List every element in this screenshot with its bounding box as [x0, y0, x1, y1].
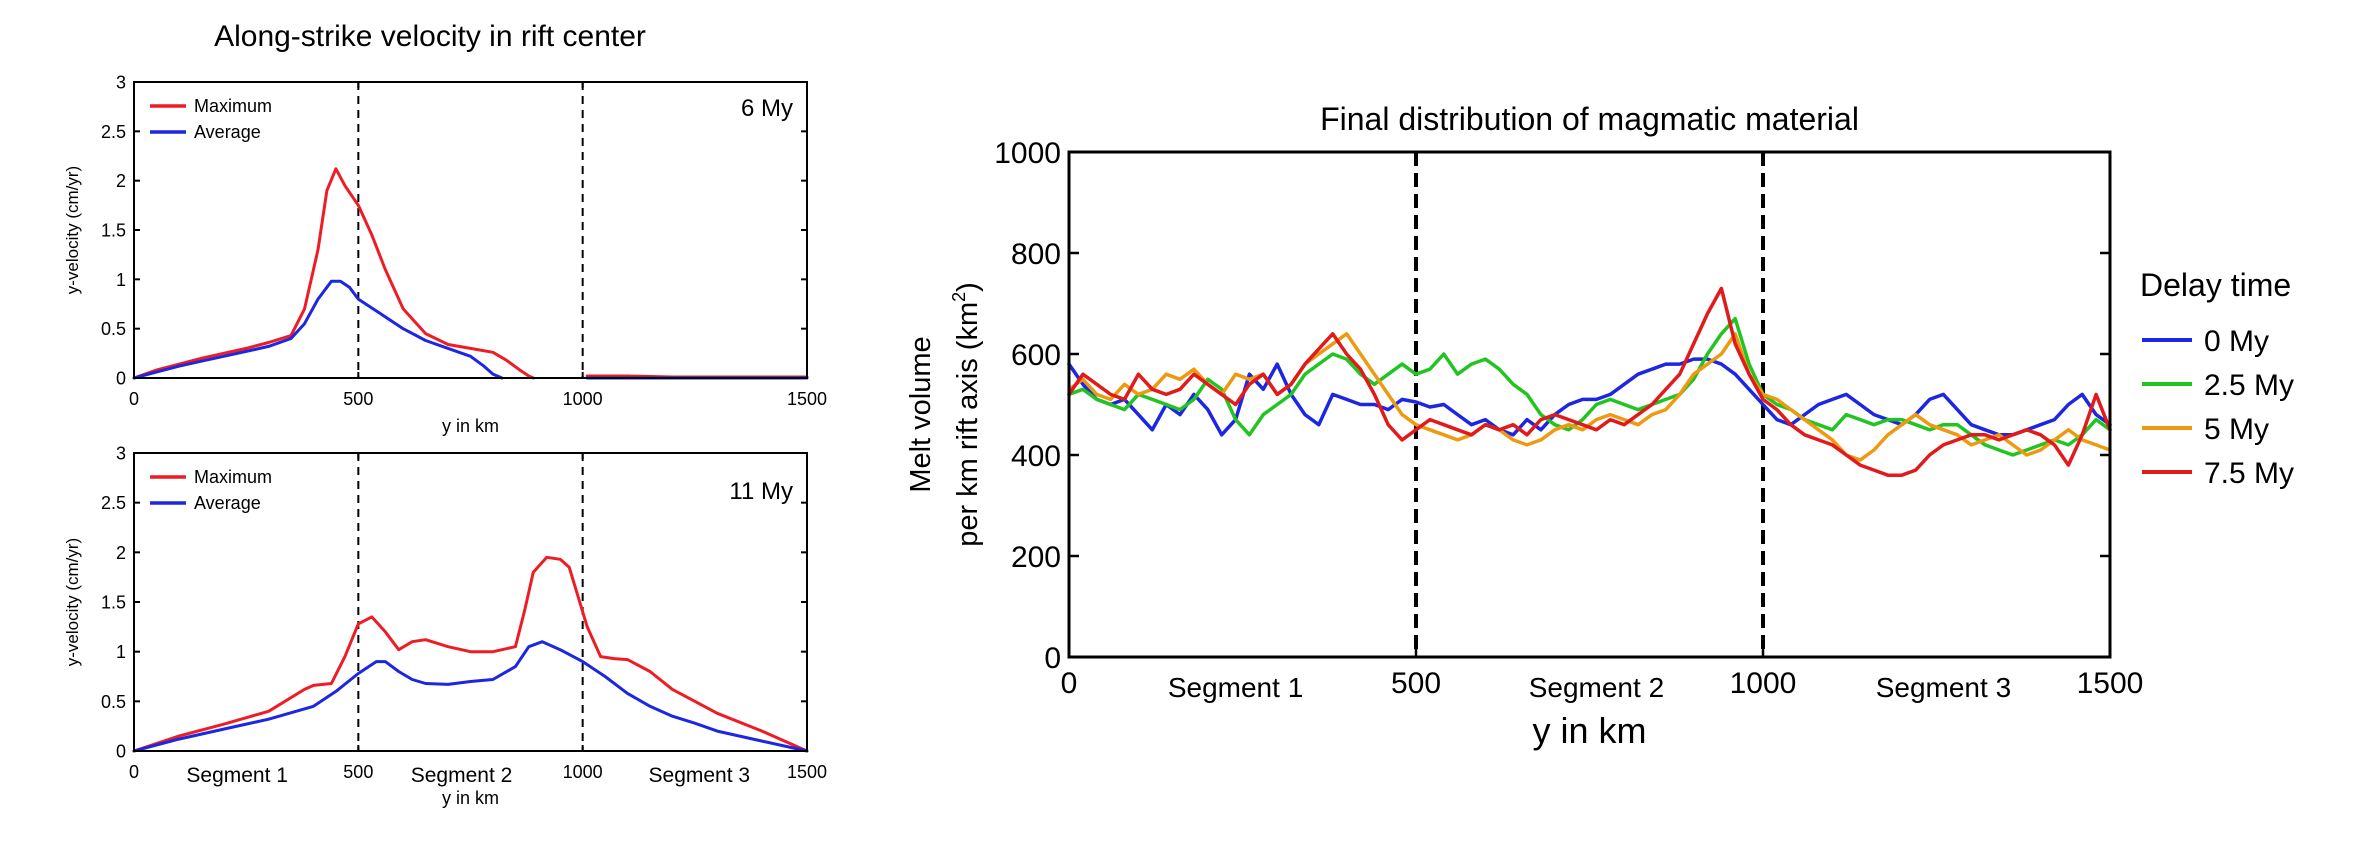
y-tick-label: 3	[116, 72, 126, 92]
y-tick-label: 400	[1011, 440, 1061, 473]
legend-label: Average	[194, 493, 261, 513]
series-line-maximum	[132, 555, 809, 753]
x-tick-label: 1000	[563, 389, 603, 409]
legend-label: 0 My	[2204, 325, 2269, 358]
y-tick-label: 0	[116, 368, 126, 388]
y-tick-label: 0.5	[101, 692, 126, 712]
y-tick-label: 1	[116, 642, 126, 662]
x-tick-label: 1000	[563, 762, 603, 782]
x-tick-label: 500	[343, 389, 373, 409]
x-tick-label: 0	[129, 389, 139, 409]
segment-label: Segment 1	[1168, 672, 1303, 703]
legend-label: Maximum	[194, 96, 272, 116]
y-tick-label: 1000	[994, 137, 1061, 170]
y-axis-label-text-end: )	[952, 282, 984, 292]
plot-frame	[1067, 150, 2112, 659]
segment-label: Segment 2	[1529, 672, 1664, 703]
y-axis-label: y-velocity (cm/yr)	[63, 166, 82, 294]
x-tick-label: 1500	[2077, 667, 2144, 700]
segment-label: Segment 3	[649, 764, 751, 787]
y-axis-label-text: per km rift axis (km	[952, 302, 984, 547]
y-tick-label: 2	[116, 543, 126, 563]
series-line-7-5-my	[1067, 286, 2112, 477]
y-axis-label: y-velocity (cm/yr)	[63, 538, 82, 666]
y-tick-label: 200	[1011, 541, 1061, 574]
x-tick-label: 500	[343, 762, 373, 782]
y-tick-label: 600	[1011, 339, 1061, 372]
x-axis-label: y in km	[442, 788, 499, 808]
y-tick-label: 800	[1011, 238, 1061, 271]
x-tick-label: 1500	[787, 762, 827, 782]
velocity-chart-11my: 0 0.5 1 1.5 2 2.5 3 0 500 1000 1500 Segment 1 Segmen…	[63, 443, 827, 808]
series-line-average	[132, 279, 504, 380]
y-axis-label-superscript: 2	[949, 292, 969, 302]
segment-label: Segment 1	[186, 764, 288, 787]
x-axis-label: y in km	[1532, 710, 1646, 751]
time-annotation: 6 My	[741, 95, 793, 122]
y-tick-label: 2	[116, 171, 126, 191]
series-line-average	[132, 640, 809, 753]
segment-label: Segment 2	[411, 764, 513, 787]
x-tick-label: 1000	[1730, 667, 1797, 700]
chart-title: Final distribution of magmatic material	[1320, 101, 1859, 137]
y-axis-label: Melt volume	[905, 336, 937, 492]
y-tick-label: 3	[116, 443, 126, 463]
x-tick-label: 1500	[787, 389, 827, 409]
x-tick-label: 0	[129, 762, 139, 782]
y-tick-label: 0	[1044, 642, 1061, 675]
series-line-5-my	[1067, 332, 2112, 462]
x-tick-label: 0	[1061, 667, 1078, 700]
x-tick-label: 500	[1391, 667, 1441, 700]
legend-label: 5 My	[2204, 413, 2269, 446]
time-annotation: 11 My	[729, 478, 793, 505]
main-title: Along-strike velocity in rift center	[214, 20, 646, 53]
legend-label: 7.5 My	[2204, 457, 2294, 490]
y-tick-label: 2.5	[101, 122, 126, 142]
y-tick-label: 1.5	[101, 220, 126, 240]
legend-label: 2.5 My	[2204, 369, 2294, 402]
y-tick-label: 1.5	[101, 592, 126, 612]
velocity-chart-6my: 0 0.5 1 1.5 2 2.5 3 0 500 1000 1500 y in km y-veloci…	[63, 72, 827, 436]
y-axis-label-2: per km rift axis (km2)	[949, 282, 984, 547]
y-tick-label: 2.5	[101, 493, 126, 513]
segment-label: Segment 3	[1876, 672, 2011, 703]
melt-volume-chart: 0 200 400 600 800 1000 0 500 1000 1500 Segment 1 Se…	[905, 101, 2294, 751]
legend-title: Delay time	[2140, 267, 2291, 303]
legend-label: Average	[194, 122, 261, 142]
y-tick-label: 0.5	[101, 319, 126, 339]
series-line-maximum	[132, 167, 535, 380]
x-axis-label: y in km	[442, 416, 499, 436]
y-tick-label: 1	[116, 270, 126, 290]
legend-label: Maximum	[194, 467, 272, 487]
y-tick-label: 0	[116, 741, 126, 761]
